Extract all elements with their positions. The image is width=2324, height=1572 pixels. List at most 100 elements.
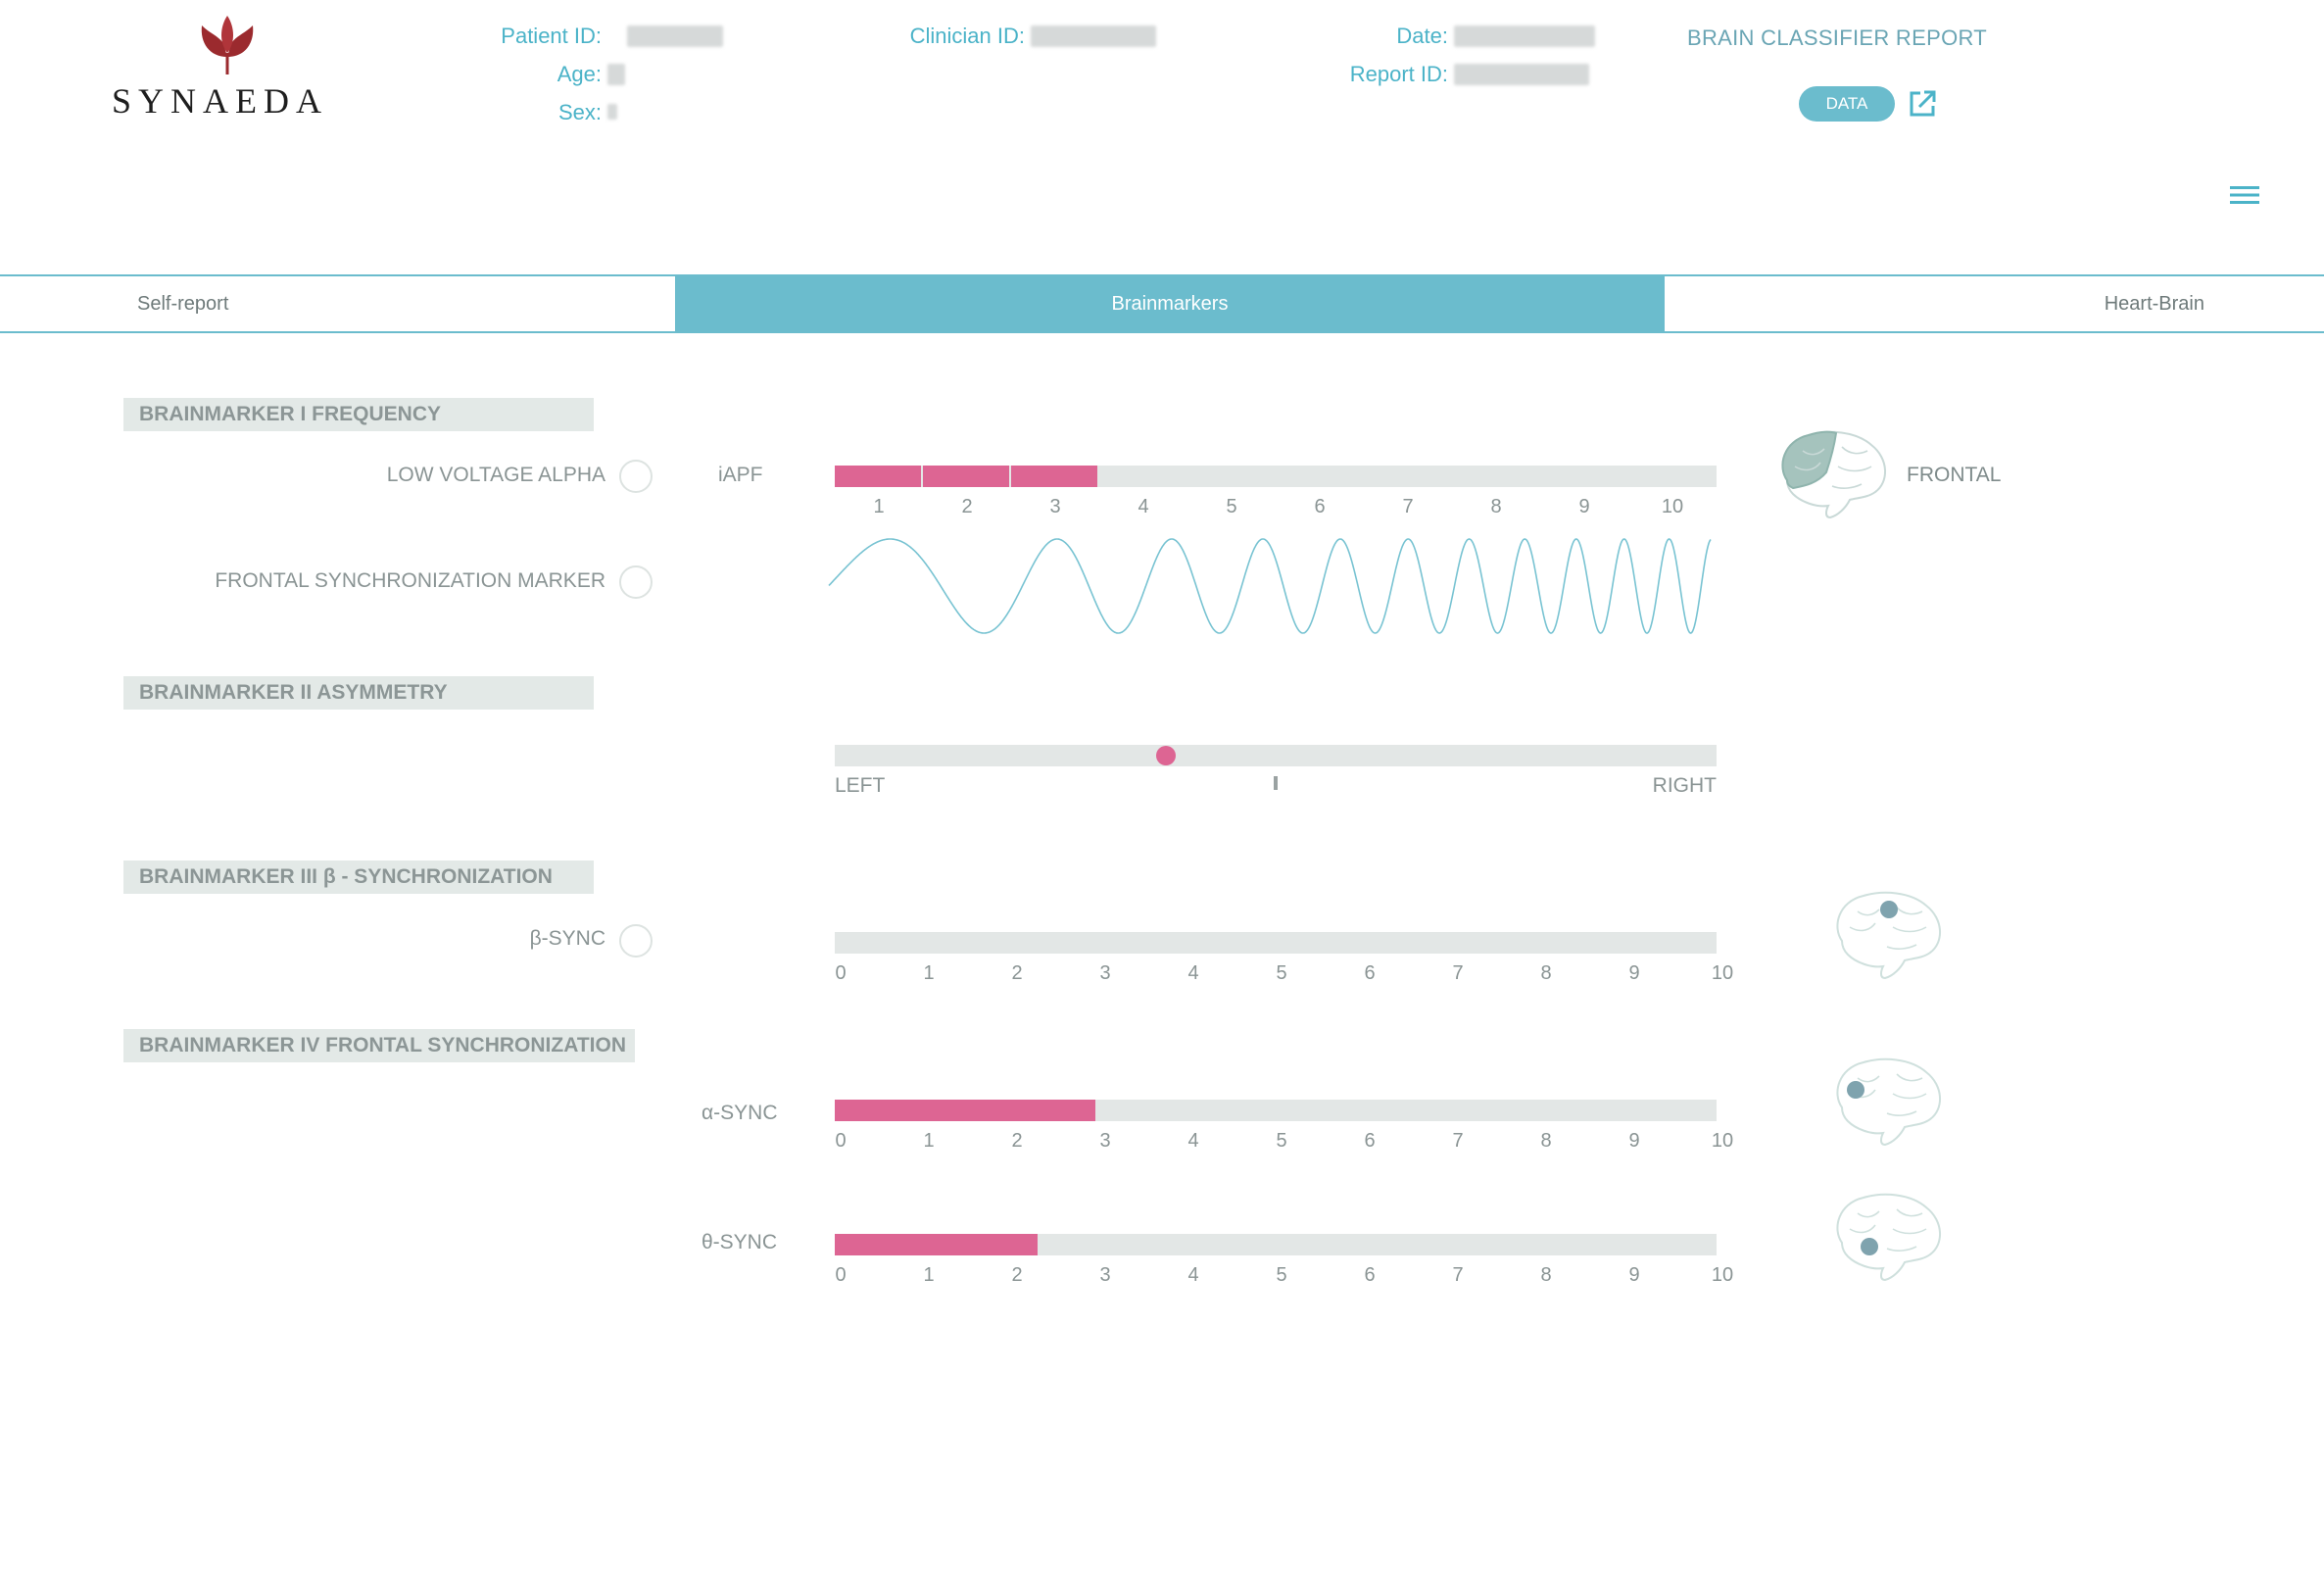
iapf-tick-label: 7 [1402, 496, 1414, 517]
beta-sync-tick-label: 1 [923, 962, 935, 984]
frequency-wave [828, 538, 1712, 634]
data-button[interactable]: DATA [1799, 86, 1895, 122]
alpha-sync-tick-label: 5 [1276, 1130, 1287, 1152]
theta-sync-tick-label: 9 [1628, 1264, 1640, 1286]
iapf-segment [1452, 466, 1538, 487]
iapf-tick-label: 3 [1049, 496, 1061, 517]
iapf-segment [1364, 466, 1450, 487]
report-id-label: Report ID: [1349, 62, 1448, 86]
clinician-id-value-redacted [1031, 25, 1156, 47]
iapf-tick-label: 1 [873, 496, 885, 517]
iapf-tick-label: 6 [1314, 496, 1326, 517]
beta-sync-tick-label: 4 [1187, 962, 1199, 984]
alpha-sync-tick-label: 6 [1364, 1130, 1376, 1152]
iapf-segment [835, 466, 921, 487]
beta-sync-tick-label: 2 [1011, 962, 1023, 984]
iapf-segment [1187, 466, 1274, 487]
theta-sync-tick-label: 6 [1364, 1264, 1376, 1286]
brain-beta-icon [1836, 891, 1942, 980]
section-title-frontal-sync: BRAINMARKER IV FRONTAL SYNCHRONIZATION [123, 1029, 635, 1062]
clinician-id-label: Clinician ID: [909, 24, 1025, 48]
beta-sync-tick-label: 5 [1276, 962, 1287, 984]
iapf-bar [835, 466, 1717, 487]
tab-bar: Self-report Brainmarkers Heart-Brain [0, 274, 2324, 333]
beta-sync-tick-label: 9 [1628, 962, 1640, 984]
beta-sync-tick-label: 3 [1099, 962, 1111, 984]
low-voltage-alpha-label: LOW VOLTAGE ALPHA [386, 464, 605, 486]
theta-sync-tick-label: 2 [1011, 1264, 1023, 1286]
asymmetry-left-label: LEFT [835, 774, 886, 797]
alpha-sync-tick-label: 9 [1628, 1130, 1640, 1152]
iapf-tick-label: 2 [961, 496, 973, 517]
tab-self-report-label: Self-report [137, 293, 229, 315]
theta-sync-tick-label: 7 [1452, 1264, 1464, 1286]
theta-sync-tick-label: 10 [1711, 1264, 1734, 1286]
iapf-tick-label: 9 [1578, 496, 1590, 517]
beta-sync-tick-label: 0 [835, 962, 847, 984]
iapf-segment [1628, 466, 1715, 487]
brain-theta-icon [1836, 1193, 1942, 1282]
low-voltage-alpha-radio[interactable] [619, 460, 653, 493]
sex-label: Sex: [557, 100, 602, 124]
age-label: Age: [557, 62, 602, 86]
brain-frontal-icon [1781, 430, 1887, 519]
alpha-sync-tick-label: 0 [835, 1130, 847, 1152]
brand-wordmark: SYNAEDA [112, 81, 329, 121]
alpha-sync-tick-label: 10 [1711, 1130, 1734, 1152]
brain-alpha-icon [1836, 1057, 1942, 1147]
theta-sync-tick-label: 0 [835, 1264, 847, 1286]
section-title-beta-sync: BRAINMARKER III β - SYNCHRONIZATION [123, 860, 594, 894]
patient-id-label: Patient ID: [501, 24, 602, 48]
tab-heart-brain[interactable]: Heart-Brain [1665, 276, 2324, 331]
section-title-asymmetry: BRAINMARKER II ASYMMETRY [123, 676, 594, 710]
external-link-icon[interactable] [1907, 88, 1938, 120]
frontal-sync-marker-label: FRONTAL SYNCHRONIZATION MARKER [215, 569, 605, 592]
beta-sync-bar [835, 932, 1717, 954]
frontal-sync-marker-radio[interactable] [619, 565, 653, 599]
beta-sync-tick-label: 10 [1711, 962, 1734, 984]
tab-heart-brain-label: Heart-Brain [2104, 293, 2204, 315]
alpha-sync-tick-label: 4 [1187, 1130, 1199, 1152]
report-id-value-redacted [1454, 64, 1589, 85]
alpha-sync-tick-label: 3 [1099, 1130, 1111, 1152]
alpha-sync-bar [835, 1100, 1717, 1121]
tab-self-report[interactable]: Self-report [0, 276, 674, 331]
hamburger-menu-icon[interactable] [2230, 184, 2259, 206]
iapf-segment [923, 466, 1009, 487]
frontal-region-label: FRONTAL [1907, 464, 2002, 486]
iapf-tick-label: 4 [1138, 496, 1149, 517]
theta-sync-fill [835, 1234, 1038, 1255]
theta-sync-label: θ-SYNC [702, 1231, 778, 1253]
age-value-redacted [607, 64, 625, 85]
report-title: BRAIN CLASSIFIER REPORT [1687, 25, 1988, 50]
theta-sync-scale: 0 1 2 3 4 5 6 7 8 9 10 [835, 1264, 1733, 1290]
beta-sync-label: β-SYNC [529, 927, 605, 950]
iapf-tick-label: 10 [1661, 496, 1684, 517]
patient-id-value-redacted [627, 25, 723, 47]
sex-value-redacted [607, 104, 617, 120]
alpha-sync-label: α-SYNC [702, 1102, 778, 1124]
beta-sync-radio[interactable] [619, 924, 653, 958]
theta-sync-bar [835, 1234, 1717, 1255]
date-value-redacted [1454, 25, 1595, 47]
iapf-segment [1276, 466, 1362, 487]
alpha-sync-tick-label: 8 [1540, 1130, 1552, 1152]
iapf-segment [1099, 466, 1186, 487]
alpha-sync-scale: 0 1 2 3 4 5 6 7 8 9 10 [835, 1130, 1733, 1155]
beta-sync-scale: 0 1 2 3 4 5 6 7 8 9 10 [835, 962, 1733, 988]
section-title-frequency: BRAINMARKER I FREQUENCY [123, 398, 594, 431]
iapf-segment [1540, 466, 1626, 487]
iapf-tick-label: 8 [1490, 496, 1502, 517]
asymmetry-right-label: RIGHT [1652, 774, 1717, 797]
asymmetry-bar [835, 745, 1717, 766]
theta-sync-tick-label: 4 [1187, 1264, 1199, 1286]
asymmetry-center-tick [1274, 776, 1278, 790]
alpha-sync-tick-label: 2 [1011, 1130, 1023, 1152]
theta-sync-tick-label: 3 [1099, 1264, 1111, 1286]
iapf-tick-label: 5 [1226, 496, 1237, 517]
tab-brainmarkers[interactable]: Brainmarkers [675, 276, 1665, 331]
asymmetry-marker [1155, 746, 1176, 765]
beta-sync-tick-label: 8 [1540, 962, 1552, 984]
beta-sync-tick-label: 7 [1452, 962, 1464, 984]
iapf-segment [1011, 466, 1097, 487]
